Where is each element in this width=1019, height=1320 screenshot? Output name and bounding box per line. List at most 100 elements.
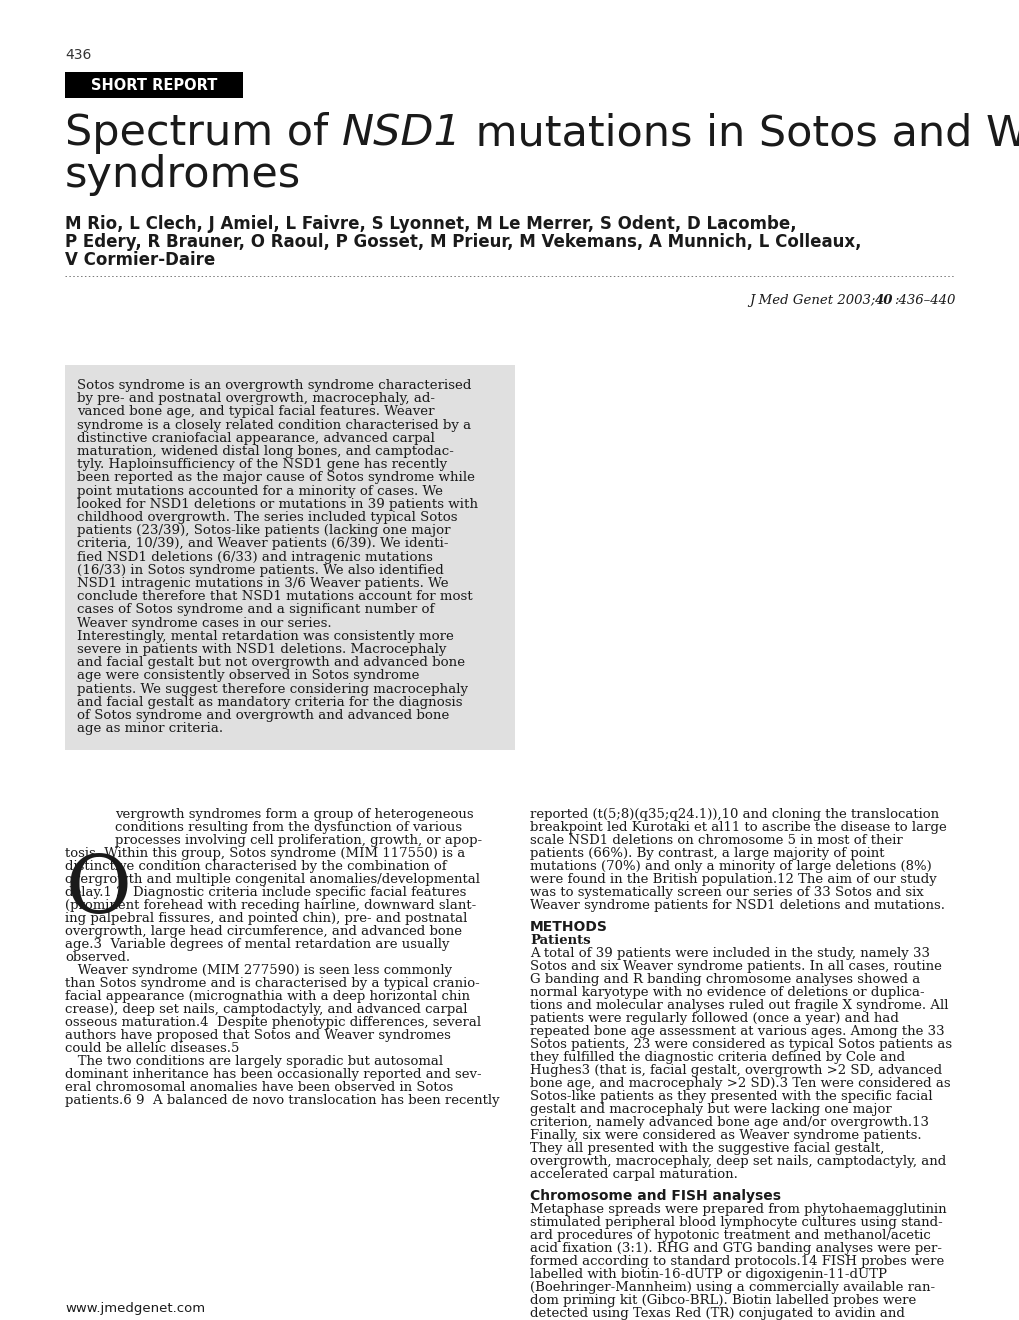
Text: syndromes: syndromes <box>65 154 301 195</box>
Bar <box>65 366 515 750</box>
Text: eral chromosomal anomalies have been observed in Sotos: eral chromosomal anomalies have been obs… <box>65 1081 452 1094</box>
Text: patients (66%). By contrast, a large majority of point: patients (66%). By contrast, a large maj… <box>530 847 883 861</box>
Text: Weaver syndrome (MIM 277590) is seen less commonly: Weaver syndrome (MIM 277590) is seen les… <box>65 964 451 977</box>
Text: dominant inheritance has been occasionally reported and sev-: dominant inheritance has been occasional… <box>65 1068 481 1081</box>
Text: Patients: Patients <box>530 933 590 946</box>
Text: labelled with biotin-16-dUTP or digoxigenin-11-dUTP: labelled with biotin-16-dUTP or digoxige… <box>530 1267 887 1280</box>
Text: The two conditions are largely sporadic but autosomal: The two conditions are largely sporadic … <box>65 1055 442 1068</box>
Text: osseous maturation.4  Despite phenotypic differences, several: osseous maturation.4 Despite phenotypic … <box>65 1016 481 1030</box>
Text: dom priming kit (Gibco-BRL). Biotin labelled probes were: dom priming kit (Gibco-BRL). Biotin labe… <box>530 1294 915 1307</box>
Text: 436: 436 <box>65 48 92 62</box>
Text: gestalt and macrocephaly but were lacking one major: gestalt and macrocephaly but were lackin… <box>530 1102 891 1115</box>
Text: vanced bone age, and typical facial features. Weaver: vanced bone age, and typical facial feat… <box>76 405 434 418</box>
Text: they fulfilled the diagnostic criteria defined by Cole and: they fulfilled the diagnostic criteria d… <box>530 1051 904 1064</box>
Text: (prominent forehead with receding hairline, downward slant-: (prominent forehead with receding hairli… <box>65 899 476 912</box>
Text: Sotos and six Weaver syndrome patients. In all cases, routine: Sotos and six Weaver syndrome patients. … <box>530 960 941 973</box>
Text: ing palpebral fissures, and pointed chin), pre- and postnatal: ing palpebral fissures, and pointed chin… <box>65 912 467 925</box>
Text: age were consistently observed in Sotos syndrome: age were consistently observed in Sotos … <box>76 669 419 682</box>
Text: could be allelic diseases.5: could be allelic diseases.5 <box>65 1041 239 1055</box>
Text: accelerated carpal maturation.: accelerated carpal maturation. <box>530 1168 737 1181</box>
Text: tions and molecular analyses ruled out fragile X syndrome. All: tions and molecular analyses ruled out f… <box>530 999 948 1012</box>
Text: age as minor criteria.: age as minor criteria. <box>76 722 223 735</box>
Text: NSD1 intragenic mutations in 3/6 Weaver patients. We: NSD1 intragenic mutations in 3/6 Weaver … <box>76 577 448 590</box>
Text: O: O <box>66 851 131 931</box>
Text: Interestingly, mental retardation was consistently more: Interestingly, mental retardation was co… <box>76 630 453 643</box>
Text: detected using Texas Red (TR) conjugated to avidin and: detected using Texas Red (TR) conjugated… <box>530 1307 904 1320</box>
Text: Weaver syndrome patients for NSD1 deletions and mutations.: Weaver syndrome patients for NSD1 deleti… <box>530 899 944 912</box>
Text: reported (t(5;8)(q35;q24.1)),10 and cloning the translocation: reported (t(5;8)(q35;q24.1)),10 and clon… <box>530 808 938 821</box>
Text: cases of Sotos syndrome and a significant number of: cases of Sotos syndrome and a significan… <box>76 603 434 616</box>
Text: They all presented with the suggestive facial gestalt,: They all presented with the suggestive f… <box>530 1142 883 1155</box>
Text: facial appearance (micrognathia with a deep horizontal chin: facial appearance (micrognathia with a d… <box>65 990 470 1003</box>
Text: P Edery, R Brauner, O Raoul, P Gosset, M Prieur, M Vekemans, A Munnich, L Collea: P Edery, R Brauner, O Raoul, P Gosset, M… <box>65 234 861 251</box>
Text: acid fixation (3:1). RHG and GTG banding analyses were per-: acid fixation (3:1). RHG and GTG banding… <box>530 1242 942 1254</box>
Text: tosis. Within this group, Sotos syndrome (MIM 117550) is a: tosis. Within this group, Sotos syndrome… <box>65 847 465 861</box>
Text: repeated bone age assessment at various ages. Among the 33: repeated bone age assessment at various … <box>530 1024 944 1038</box>
Text: V Cormier-Daire: V Cormier-Daire <box>65 251 215 269</box>
Text: patients. We suggest therefore considering macrocephaly: patients. We suggest therefore consideri… <box>76 682 468 696</box>
Text: distinctive craniofacial appearance, advanced carpal: distinctive craniofacial appearance, adv… <box>76 432 434 445</box>
Text: mutations in Sotos and Weaver: mutations in Sotos and Weaver <box>462 112 1019 154</box>
Text: observed.: observed. <box>65 950 130 964</box>
Text: scale NSD1 deletions on chromosome 5 in most of their: scale NSD1 deletions on chromosome 5 in … <box>530 834 902 847</box>
Text: vergrowth syndromes form a group of heterogeneous: vergrowth syndromes form a group of hete… <box>115 808 473 821</box>
Text: formed according to standard protocols.14 FISH probes were: formed according to standard protocols.1… <box>530 1254 944 1267</box>
Text: childhood overgrowth. The series included typical Sotos: childhood overgrowth. The series include… <box>76 511 458 524</box>
Text: SHORT REPORT: SHORT REPORT <box>91 78 217 92</box>
Text: Chromosome and FISH analyses: Chromosome and FISH analyses <box>530 1188 781 1203</box>
Text: fied NSD1 deletions (6/33) and intragenic mutations: fied NSD1 deletions (6/33) and intrageni… <box>76 550 432 564</box>
Text: normal karyotype with no evidence of deletions or duplica-: normal karyotype with no evidence of del… <box>530 986 923 999</box>
Text: conclude therefore that NSD1 mutations account for most: conclude therefore that NSD1 mutations a… <box>76 590 472 603</box>
Text: (Boehringer-Mannheim) using a commercially available ran-: (Boehringer-Mannheim) using a commercial… <box>530 1280 934 1294</box>
Text: G banding and R banding chromosome analyses showed a: G banding and R banding chromosome analy… <box>530 973 919 986</box>
Text: NSD1: NSD1 <box>341 112 462 154</box>
Text: maturation, widened distal long bones, and camptodac-: maturation, widened distal long bones, a… <box>76 445 453 458</box>
Text: syndrome is a closely related condition characterised by a: syndrome is a closely related condition … <box>76 418 471 432</box>
Text: age.3  Variable degrees of mental retardation are usually: age.3 Variable degrees of mental retarda… <box>65 939 449 950</box>
Text: delay.1 2  Diagnostic criteria include specific facial features: delay.1 2 Diagnostic criteria include sp… <box>65 886 466 899</box>
Text: distinctive condition characterised by the combination of: distinctive condition characterised by t… <box>65 861 446 873</box>
Text: conditions resulting from the dysfunction of various: conditions resulting from the dysfunctio… <box>115 821 462 834</box>
Text: tyly. Haploinsufficiency of the NSD1 gene has recently: tyly. Haploinsufficiency of the NSD1 gen… <box>76 458 446 471</box>
Text: J Med Genet 2003;: J Med Genet 2003; <box>748 294 874 308</box>
Text: Hughes3 (that is, facial gestalt, overgrowth >2 SD, advanced: Hughes3 (that is, facial gestalt, overgr… <box>530 1064 942 1077</box>
Text: patients (23/39), Sotos-like patients (lacking one major: patients (23/39), Sotos-like patients (l… <box>76 524 450 537</box>
Text: of Sotos syndrome and overgrowth and advanced bone: of Sotos syndrome and overgrowth and adv… <box>76 709 449 722</box>
Text: was to systematically screen our series of 33 Sotos and six: was to systematically screen our series … <box>530 886 923 899</box>
Text: crease), deep set nails, camptodactyly, and advanced carpal: crease), deep set nails, camptodactyly, … <box>65 1003 467 1016</box>
Text: patients were regularly followed (once a year) and had: patients were regularly followed (once a… <box>530 1012 898 1024</box>
Text: criterion, namely advanced bone age and/or overgrowth.13: criterion, namely advanced bone age and/… <box>530 1115 928 1129</box>
Text: M Rio, L Clech, J Amiel, L Faivre, S Lyonnet, M Le Merrer, S Odent, D Lacombe,: M Rio, L Clech, J Amiel, L Faivre, S Lyo… <box>65 215 796 234</box>
Text: A total of 39 patients were included in the study, namely 33: A total of 39 patients were included in … <box>530 946 929 960</box>
Text: looked for NSD1 deletions or mutations in 39 patients with: looked for NSD1 deletions or mutations i… <box>76 498 478 511</box>
Text: Spectrum of: Spectrum of <box>65 112 341 154</box>
Text: processes involving cell proliferation, growth, or apop-: processes involving cell proliferation, … <box>115 834 482 847</box>
Text: criteria, 10/39), and Weaver patients (6/39). We identi-: criteria, 10/39), and Weaver patients (6… <box>76 537 448 550</box>
Text: Sotos-like patients as they presented with the specific facial: Sotos-like patients as they presented wi… <box>530 1090 931 1102</box>
Text: and facial gestalt but not overgrowth and advanced bone: and facial gestalt but not overgrowth an… <box>76 656 465 669</box>
Text: (16/33) in Sotos syndrome patients. We also identified: (16/33) in Sotos syndrome patients. We a… <box>76 564 443 577</box>
Text: by pre- and postnatal overgrowth, macrocephaly, ad-: by pre- and postnatal overgrowth, macroc… <box>76 392 434 405</box>
Text: mutations (70%) and only a minority of large deletions (8%): mutations (70%) and only a minority of l… <box>530 861 930 873</box>
Text: ard procedures of hypotonic treatment and methanol/acetic: ard procedures of hypotonic treatment an… <box>530 1229 930 1242</box>
Text: than Sotos syndrome and is characterised by a typical cranio-: than Sotos syndrome and is characterised… <box>65 977 479 990</box>
Text: patients.6 9  A balanced de novo translocation has been recently: patients.6 9 A balanced de novo transloc… <box>65 1094 499 1107</box>
Text: www.jmedgenet.com: www.jmedgenet.com <box>65 1302 205 1315</box>
Text: were found in the British population.12 The aim of our study: were found in the British population.12 … <box>530 873 935 886</box>
Text: overgrowth and multiple congenital anomalies/developmental: overgrowth and multiple congenital anoma… <box>65 873 480 886</box>
Text: stimulated peripheral blood lymphocyte cultures using stand-: stimulated peripheral blood lymphocyte c… <box>530 1216 942 1229</box>
Text: :436–440: :436–440 <box>893 294 954 308</box>
Text: METHODS: METHODS <box>530 920 607 933</box>
Text: been reported as the major cause of Sotos syndrome while: been reported as the major cause of Soto… <box>76 471 475 484</box>
Bar <box>65 73 243 98</box>
Text: bone age, and macrocephaly >2 SD).3 Ten were considered as: bone age, and macrocephaly >2 SD).3 Ten … <box>530 1077 950 1090</box>
Text: overgrowth, macrocephaly, deep set nails, camptodactyly, and: overgrowth, macrocephaly, deep set nails… <box>530 1155 946 1168</box>
Text: 40: 40 <box>874 294 893 308</box>
Text: breakpoint led Kurotaki et al11 to ascribe the disease to large: breakpoint led Kurotaki et al11 to ascri… <box>530 821 946 834</box>
Text: Metaphase spreads were prepared from phytohaemagglutinin: Metaphase spreads were prepared from phy… <box>530 1203 946 1216</box>
Text: Sotos syndrome is an overgrowth syndrome characterised: Sotos syndrome is an overgrowth syndrome… <box>76 379 471 392</box>
Text: Sotos patients, 23 were considered as typical Sotos patients as: Sotos patients, 23 were considered as ty… <box>530 1038 951 1051</box>
Text: authors have proposed that Sotos and Weaver syndromes: authors have proposed that Sotos and Wea… <box>65 1030 450 1041</box>
Text: and facial gestalt as mandatory criteria for the diagnosis: and facial gestalt as mandatory criteria… <box>76 696 462 709</box>
Text: point mutations accounted for a minority of cases. We: point mutations accounted for a minority… <box>76 484 442 498</box>
